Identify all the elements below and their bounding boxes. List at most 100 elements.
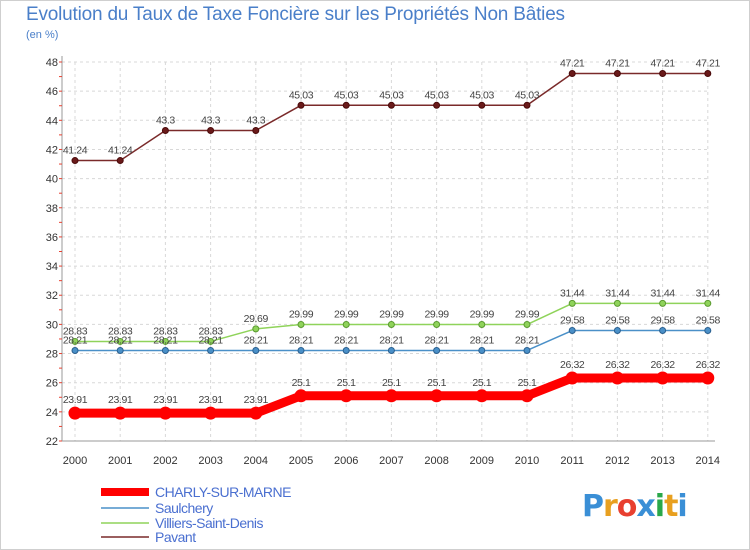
- data-label: 31.44: [696, 287, 721, 299]
- data-label: 28.21: [424, 334, 449, 346]
- data-label: 45.03: [470, 89, 495, 101]
- data-point: [568, 299, 576, 307]
- logo-letter: i: [654, 489, 665, 524]
- data-point: [613, 327, 621, 335]
- data-point: [520, 389, 534, 403]
- data-label: 45.03: [515, 89, 540, 101]
- data-point: [71, 346, 79, 354]
- x-tick-label: 2008: [424, 455, 448, 467]
- data-label: 28.21: [244, 334, 269, 346]
- data-point: [478, 346, 486, 354]
- data-label: 47.21: [650, 58, 675, 70]
- data-label: 47.21: [560, 58, 585, 70]
- data-point: [71, 337, 79, 345]
- y-tick-label: 48: [46, 57, 58, 69]
- x-tick-label: 2009: [470, 455, 494, 467]
- data-point: [704, 70, 712, 78]
- data-label: 28.83: [63, 325, 88, 337]
- data-point: [704, 327, 712, 335]
- x-tick-label: 2012: [605, 455, 629, 467]
- data-point: [704, 299, 712, 307]
- data-label: 28.83: [198, 325, 223, 337]
- y-tick-label: 46: [46, 86, 58, 98]
- y-tick-label: 24: [46, 407, 58, 419]
- data-label: 29.99: [289, 309, 314, 321]
- data-label: 43.3: [201, 115, 220, 127]
- data-point: [342, 101, 350, 109]
- data-point: [342, 346, 350, 354]
- data-label: 28.21: [289, 334, 314, 346]
- data-label: 23.91: [244, 394, 269, 406]
- legend-label: Villiers-Saint-Denis: [155, 515, 264, 531]
- y-tick-label: 36: [46, 232, 58, 244]
- data-point: [249, 406, 263, 420]
- data-point: [387, 101, 395, 109]
- data-point: [71, 157, 79, 165]
- x-tick-label: 2003: [198, 455, 222, 467]
- data-label: 29.58: [560, 315, 585, 327]
- x-tick-label: 2014: [696, 455, 720, 467]
- data-point: [252, 127, 260, 135]
- data-label: 25.1: [292, 377, 311, 389]
- data-label: 31.44: [605, 287, 630, 299]
- data-label: 29.69: [244, 313, 269, 325]
- data-point: [384, 389, 398, 403]
- data-point: [433, 101, 441, 109]
- data-point: [207, 346, 215, 354]
- data-label: 23.91: [63, 394, 88, 406]
- data-label: 28.21: [334, 334, 359, 346]
- data-point: [433, 321, 441, 329]
- chart-title: Evolution du Taux de Taxe Foncière sur l…: [26, 4, 565, 25]
- logo-letter: r: [603, 489, 618, 524]
- data-label: 45.03: [379, 89, 404, 101]
- logo-letter: t: [664, 489, 678, 524]
- data-label: 25.1: [427, 377, 446, 389]
- y-tick-label: 34: [46, 261, 58, 273]
- data-label: 25.1: [518, 377, 537, 389]
- data-point: [116, 157, 124, 165]
- x-tick-label: 2010: [515, 455, 539, 467]
- data-label: 28.21: [63, 334, 88, 346]
- data-label: 45.03: [289, 89, 314, 101]
- data-point: [430, 389, 444, 403]
- x-tick-label: 2013: [650, 455, 674, 467]
- data-point: [161, 337, 169, 345]
- data-point: [523, 101, 531, 109]
- data-point: [701, 371, 715, 385]
- data-label: 28.83: [153, 325, 178, 337]
- data-point: [659, 327, 667, 335]
- data-point: [252, 325, 260, 333]
- y-tick-label: 44: [46, 115, 58, 127]
- data-label: 31.44: [650, 287, 675, 299]
- y-tick-label: 32: [46, 290, 58, 302]
- data-label: 29.99: [515, 309, 540, 321]
- proxiti-logo: Proxiti: [582, 489, 688, 524]
- data-label: 25.1: [382, 377, 401, 389]
- y-tick-label: 30: [46, 319, 58, 331]
- data-label: 28.21: [470, 334, 495, 346]
- data-point: [523, 346, 531, 354]
- data-label: 29.99: [470, 309, 495, 321]
- data-point: [610, 371, 624, 385]
- data-point: [475, 389, 489, 403]
- data-point: [613, 70, 621, 78]
- x-tick-label: 2002: [153, 455, 177, 467]
- data-label: 29.58: [650, 315, 675, 327]
- data-point: [161, 346, 169, 354]
- y-tick-label: 38: [46, 203, 58, 215]
- x-tick-label: 2005: [289, 455, 313, 467]
- y-tick-label: 42: [46, 144, 58, 156]
- data-point: [387, 346, 395, 354]
- data-point: [116, 337, 124, 345]
- data-label: 28.21: [515, 334, 540, 346]
- data-point: [68, 406, 82, 420]
- logo-letter: o: [616, 489, 638, 524]
- data-point: [478, 101, 486, 109]
- data-point: [613, 299, 621, 307]
- data-label: 25.1: [337, 377, 356, 389]
- data-label: 29.99: [424, 309, 449, 321]
- data-point: [568, 70, 576, 78]
- data-label: 26.32: [696, 359, 721, 371]
- data-point: [113, 406, 127, 420]
- data-label: 28.21: [153, 334, 178, 346]
